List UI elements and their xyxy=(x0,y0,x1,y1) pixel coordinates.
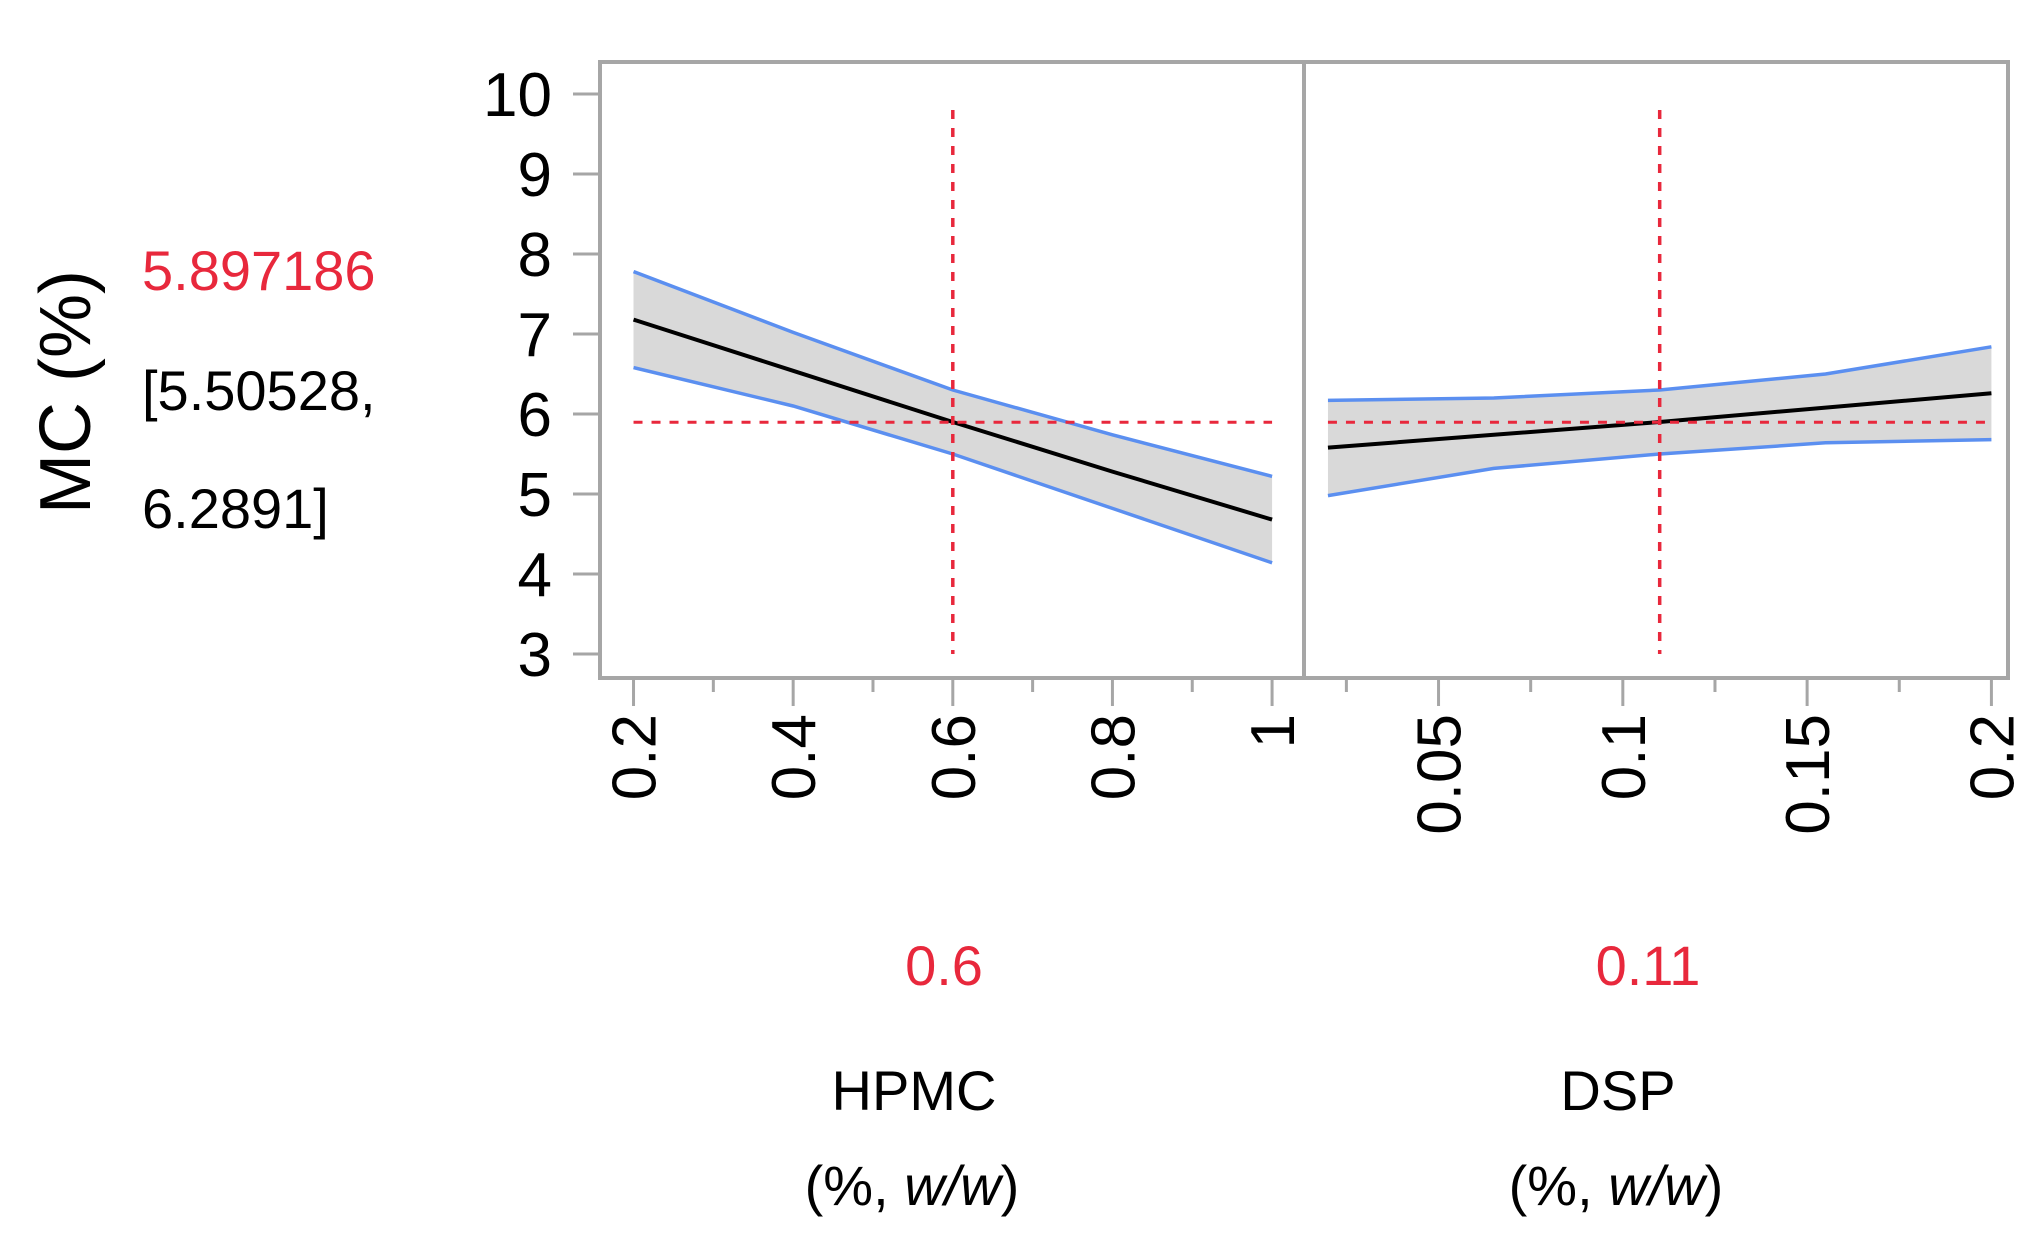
y-tick-label: 3 xyxy=(518,621,552,690)
y-tick-label: 9 xyxy=(518,141,552,210)
x-tick-label: 0.15 xyxy=(1774,714,1843,835)
factor-unit-suffix: ) xyxy=(1001,1154,1020,1217)
factor-unit: (%, w/w) xyxy=(1509,1154,1724,1217)
y-tick-label: 8 xyxy=(518,221,552,290)
predicted-value: 5.897186 xyxy=(142,239,376,302)
y-tick-label: 5 xyxy=(518,461,552,530)
x-tick-label: 0.1 xyxy=(1590,714,1659,800)
factor-unit-italic: w/w xyxy=(1608,1154,1708,1217)
y-tick-label: 6 xyxy=(518,381,552,450)
x-tick-label: 0.4 xyxy=(760,714,829,800)
factor-unit-prefix: (%, xyxy=(1509,1154,1609,1217)
prediction-readout: 5.897186 [5.50528, 6.2891] xyxy=(142,239,376,540)
current-factor-value: 0.11 xyxy=(1596,934,1701,997)
factor-name: HPMC xyxy=(832,1059,997,1122)
y-tick-label: 4 xyxy=(518,541,552,610)
upper-confidence-line xyxy=(632,269,1273,479)
x-tick-label: 0.2 xyxy=(601,714,670,800)
upper-confidence-line xyxy=(1327,345,1992,403)
profile-panel-hpmc: 0.2 0.4 0.6 0.8 1 0.6 HPMC (%, w/w) xyxy=(601,110,1308,1217)
y-axis-title: MC (%) xyxy=(26,270,106,514)
factor-unit-suffix: ) xyxy=(1705,1154,1724,1217)
factor-unit-italic: w/w xyxy=(904,1154,1004,1217)
confidence-interval-upper: 6.2891] xyxy=(142,477,329,540)
x-tick-label: 1 xyxy=(1239,714,1308,748)
x-tick-label: 0.8 xyxy=(1079,714,1148,800)
x-tick-label: 0.2 xyxy=(1958,714,2027,800)
y-tick-label: 10 xyxy=(483,61,552,130)
confidence-interval-lower: [5.50528, xyxy=(142,359,376,422)
profile-panel-dsp: 0.05 0.1 0.15 0.2 0.11 DSP (%, w/w) xyxy=(1327,110,2027,1217)
factor-name: DSP xyxy=(1560,1059,1675,1122)
factor-unit-prefix: (%, xyxy=(805,1154,905,1217)
y-axis: 3 4 5 6 7 8 9 10 xyxy=(483,61,600,690)
x-tick-label: 0.05 xyxy=(1406,714,1475,835)
y-axis-title-group: MC (%) xyxy=(26,270,106,514)
factor-unit: (%, w/w) xyxy=(805,1154,1020,1217)
current-factor-value: 0.6 xyxy=(905,934,983,997)
x-tick-label: 0.6 xyxy=(920,714,989,800)
y-tick-label: 7 xyxy=(518,301,552,370)
